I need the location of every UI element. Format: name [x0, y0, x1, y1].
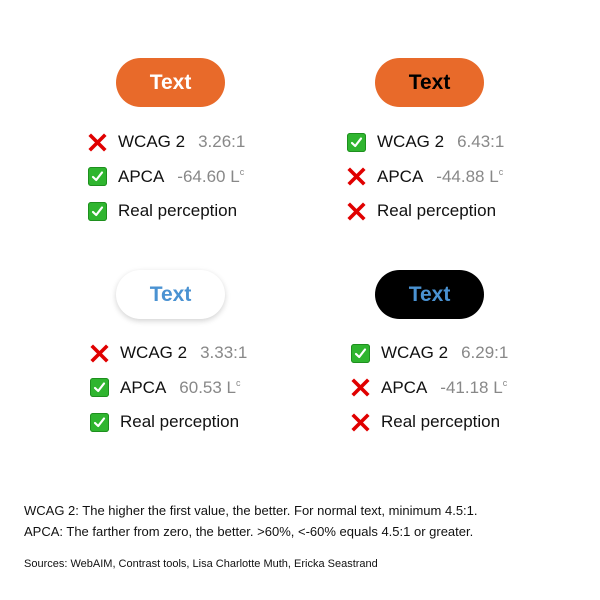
- criteria-row: Real perception: [347, 194, 504, 229]
- criteria-label: WCAG 2: [118, 132, 186, 152]
- cross-icon: [351, 378, 370, 397]
- criteria-row: APCA 60.53 Lc: [90, 371, 247, 406]
- criteria-row: WCAG 2 3.33:1: [90, 336, 247, 371]
- criteria-value: 6.43:1: [457, 132, 505, 152]
- footer-wcag-note: WCAG 2: The higher the first value, the …: [24, 503, 478, 518]
- criteria-row: APCA -64.60 Lc: [88, 160, 245, 195]
- criteria-value: -41.18 Lc: [440, 377, 508, 397]
- criteria-label: APCA: [118, 166, 165, 186]
- cross-icon: [88, 133, 107, 152]
- criteria-list: WCAG 2 3.33:1 APCA 60.53 Lc Real perception: [90, 336, 247, 440]
- sample-text-pill: Text: [375, 58, 484, 107]
- criteria-label: Real perception: [118, 201, 238, 221]
- criteria-row: WCAG 2 6.43:1: [347, 125, 504, 160]
- criteria-row: WCAG 2 6.29:1: [351, 336, 508, 371]
- footer-apca-note: APCA: The farther from zero, the better.…: [24, 524, 474, 539]
- criteria-label: WCAG 2: [377, 132, 445, 152]
- criteria-list: WCAG 2 6.29:1 APCA -41.18 Lc Real perception: [351, 336, 508, 440]
- sample-text-pill: Text: [116, 58, 225, 107]
- footer-sources: Sources: WebAIM, Contrast tools, Lisa Ch…: [24, 558, 378, 570]
- criteria-label: APCA: [381, 377, 428, 397]
- criteria-value: -44.88 Lc: [436, 166, 504, 186]
- criteria-list: WCAG 2 3.26:1 APCA -64.60 Lc Real perception: [88, 125, 245, 229]
- criteria-label: WCAG 2: [120, 343, 188, 363]
- criteria-value: 6.29:1: [461, 343, 509, 363]
- criteria-label: Real perception: [381, 412, 501, 432]
- criteria-label: APCA: [120, 377, 167, 397]
- criteria-row: Real perception: [90, 405, 247, 440]
- criteria-value: 3.33:1: [200, 343, 248, 363]
- criteria-row: Real perception: [88, 194, 245, 229]
- criteria-value: -64.60 Lc: [177, 166, 245, 186]
- criteria-value: 60.53 Lc: [179, 377, 241, 397]
- check-icon: [88, 167, 107, 187]
- sample-text-pill: Text: [116, 270, 225, 319]
- cross-icon: [347, 202, 366, 221]
- cross-icon: [351, 413, 370, 432]
- check-icon: [90, 378, 109, 398]
- criteria-label: Real perception: [377, 201, 497, 221]
- check-icon: [347, 132, 366, 152]
- criteria-row: APCA -44.88 Lc: [347, 160, 504, 195]
- cross-icon: [347, 167, 366, 186]
- sample-text-pill: Text: [375, 270, 484, 319]
- check-icon: [351, 343, 370, 363]
- criteria-label: Real perception: [120, 412, 240, 432]
- criteria-label: APCA: [377, 166, 424, 186]
- check-icon: [88, 201, 107, 221]
- criteria-row: APCA -41.18 Lc: [351, 371, 508, 406]
- criteria-label: WCAG 2: [381, 343, 449, 363]
- check-icon: [90, 412, 109, 432]
- criteria-row: Real perception: [351, 405, 508, 440]
- cross-icon: [90, 344, 109, 363]
- criteria-value: 3.26:1: [198, 132, 246, 152]
- criteria-row: WCAG 2 3.26:1: [88, 125, 245, 160]
- criteria-list: WCAG 2 6.43:1 APCA -44.88 Lc Real perception: [347, 125, 504, 229]
